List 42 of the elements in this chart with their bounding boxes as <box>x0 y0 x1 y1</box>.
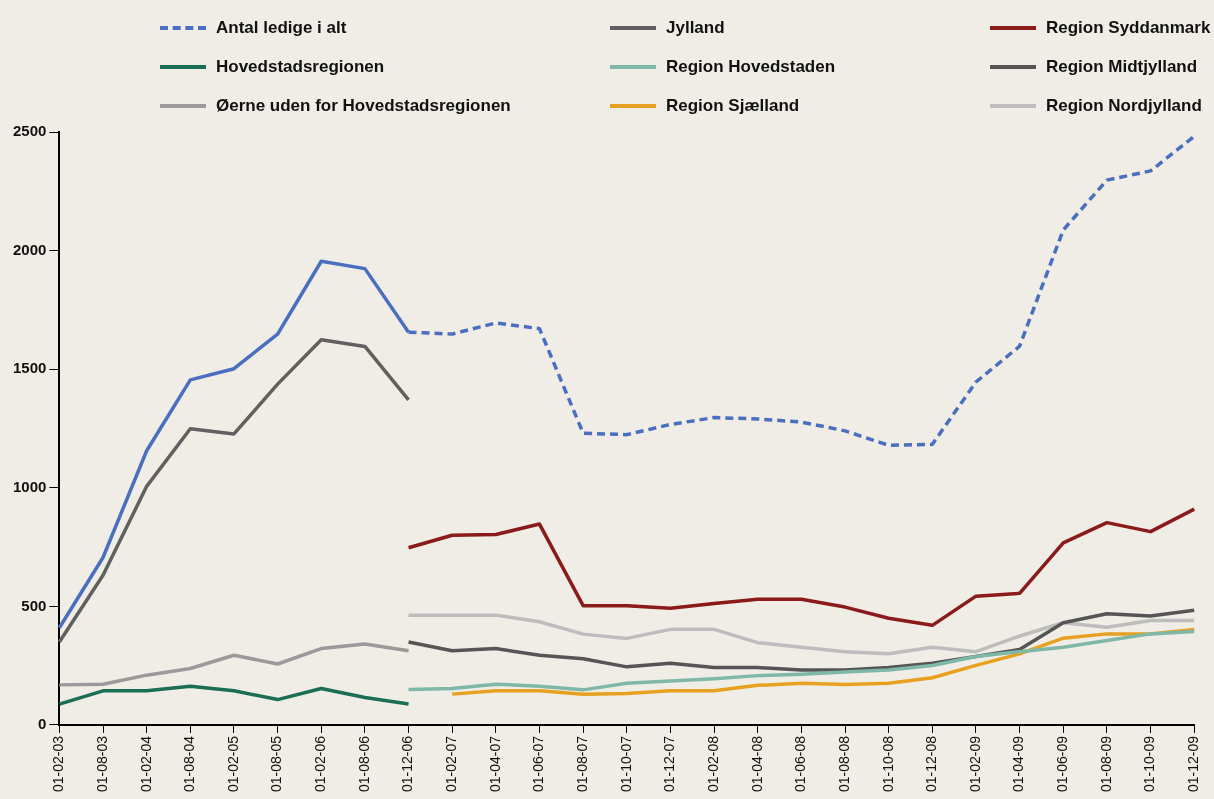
y-tick-label: 0 <box>38 715 47 733</box>
y-tick-label: 1000 <box>12 477 47 495</box>
y-tick-label: 2000 <box>12 240 47 258</box>
x-tick-label: 01-12-08 <box>923 735 940 793</box>
x-tick-label: 01-12-07 <box>661 735 678 793</box>
x-tick-label: 01-12-09 <box>1185 735 1202 793</box>
legend-label: Region Sjælland <box>666 96 800 117</box>
x-tick-label: 01-02-07 <box>443 735 460 793</box>
x-tick-label: 01-08-05 <box>268 735 285 793</box>
x-tick-label: 01-08-09 <box>1097 735 1114 793</box>
x-tick-label: 01-10-08 <box>879 735 896 793</box>
x-tick-label: 01-06-07 <box>530 735 547 793</box>
x-tick-label: 01-04-08 <box>748 735 765 793</box>
legend-label: Øerne uden for Hovedstadsregionen <box>216 96 511 117</box>
x-tick-label: 01-08-07 <box>574 735 590 793</box>
x-tick-label: 01-04-07 <box>486 735 503 793</box>
legend-label: Jylland <box>666 17 725 38</box>
x-tick-label: 01-12-06 <box>399 735 416 793</box>
y-tick-label: 1500 <box>12 359 47 377</box>
legend-label: Region Midtjylland <box>1046 56 1198 77</box>
x-tick-label: 01-02-04 <box>137 735 154 793</box>
x-tick-label: 01-08-06 <box>355 735 372 793</box>
x-tick-label: 01-04-09 <box>1010 735 1027 793</box>
x-tick-label: 01-02-09 <box>966 735 983 793</box>
legend-label: Antal ledige i alt <box>216 17 347 38</box>
x-tick-label: 01-08-04 <box>181 735 198 793</box>
x-tick-label: 01-06-08 <box>792 735 809 793</box>
x-tick-label: 01-08-03 <box>93 735 110 793</box>
y-tick-label: 500 <box>21 596 47 614</box>
y-tick-label: 2500 <box>12 122 47 140</box>
x-tick-label: 01-10-09 <box>1141 735 1158 793</box>
x-tick-label: 01-06-09 <box>1054 735 1071 793</box>
x-tick-label: 01-10-07 <box>617 735 634 793</box>
x-tick-label: 01-02-05 <box>224 735 241 793</box>
x-tick-label: 01-08-08 <box>835 735 852 793</box>
x-tick-label: 01-02-06 <box>312 735 329 793</box>
legend-label: Region Syddanmark <box>1046 17 1211 38</box>
legend-label: Region Hovedstaden <box>666 56 836 77</box>
legend-label: Region Nordjylland <box>1046 96 1202 117</box>
x-tick-label: 01-02-03 <box>50 735 67 793</box>
legend-label: Hovedstadsregionen <box>216 56 385 77</box>
x-tick-label: 01-02-08 <box>704 735 721 793</box>
